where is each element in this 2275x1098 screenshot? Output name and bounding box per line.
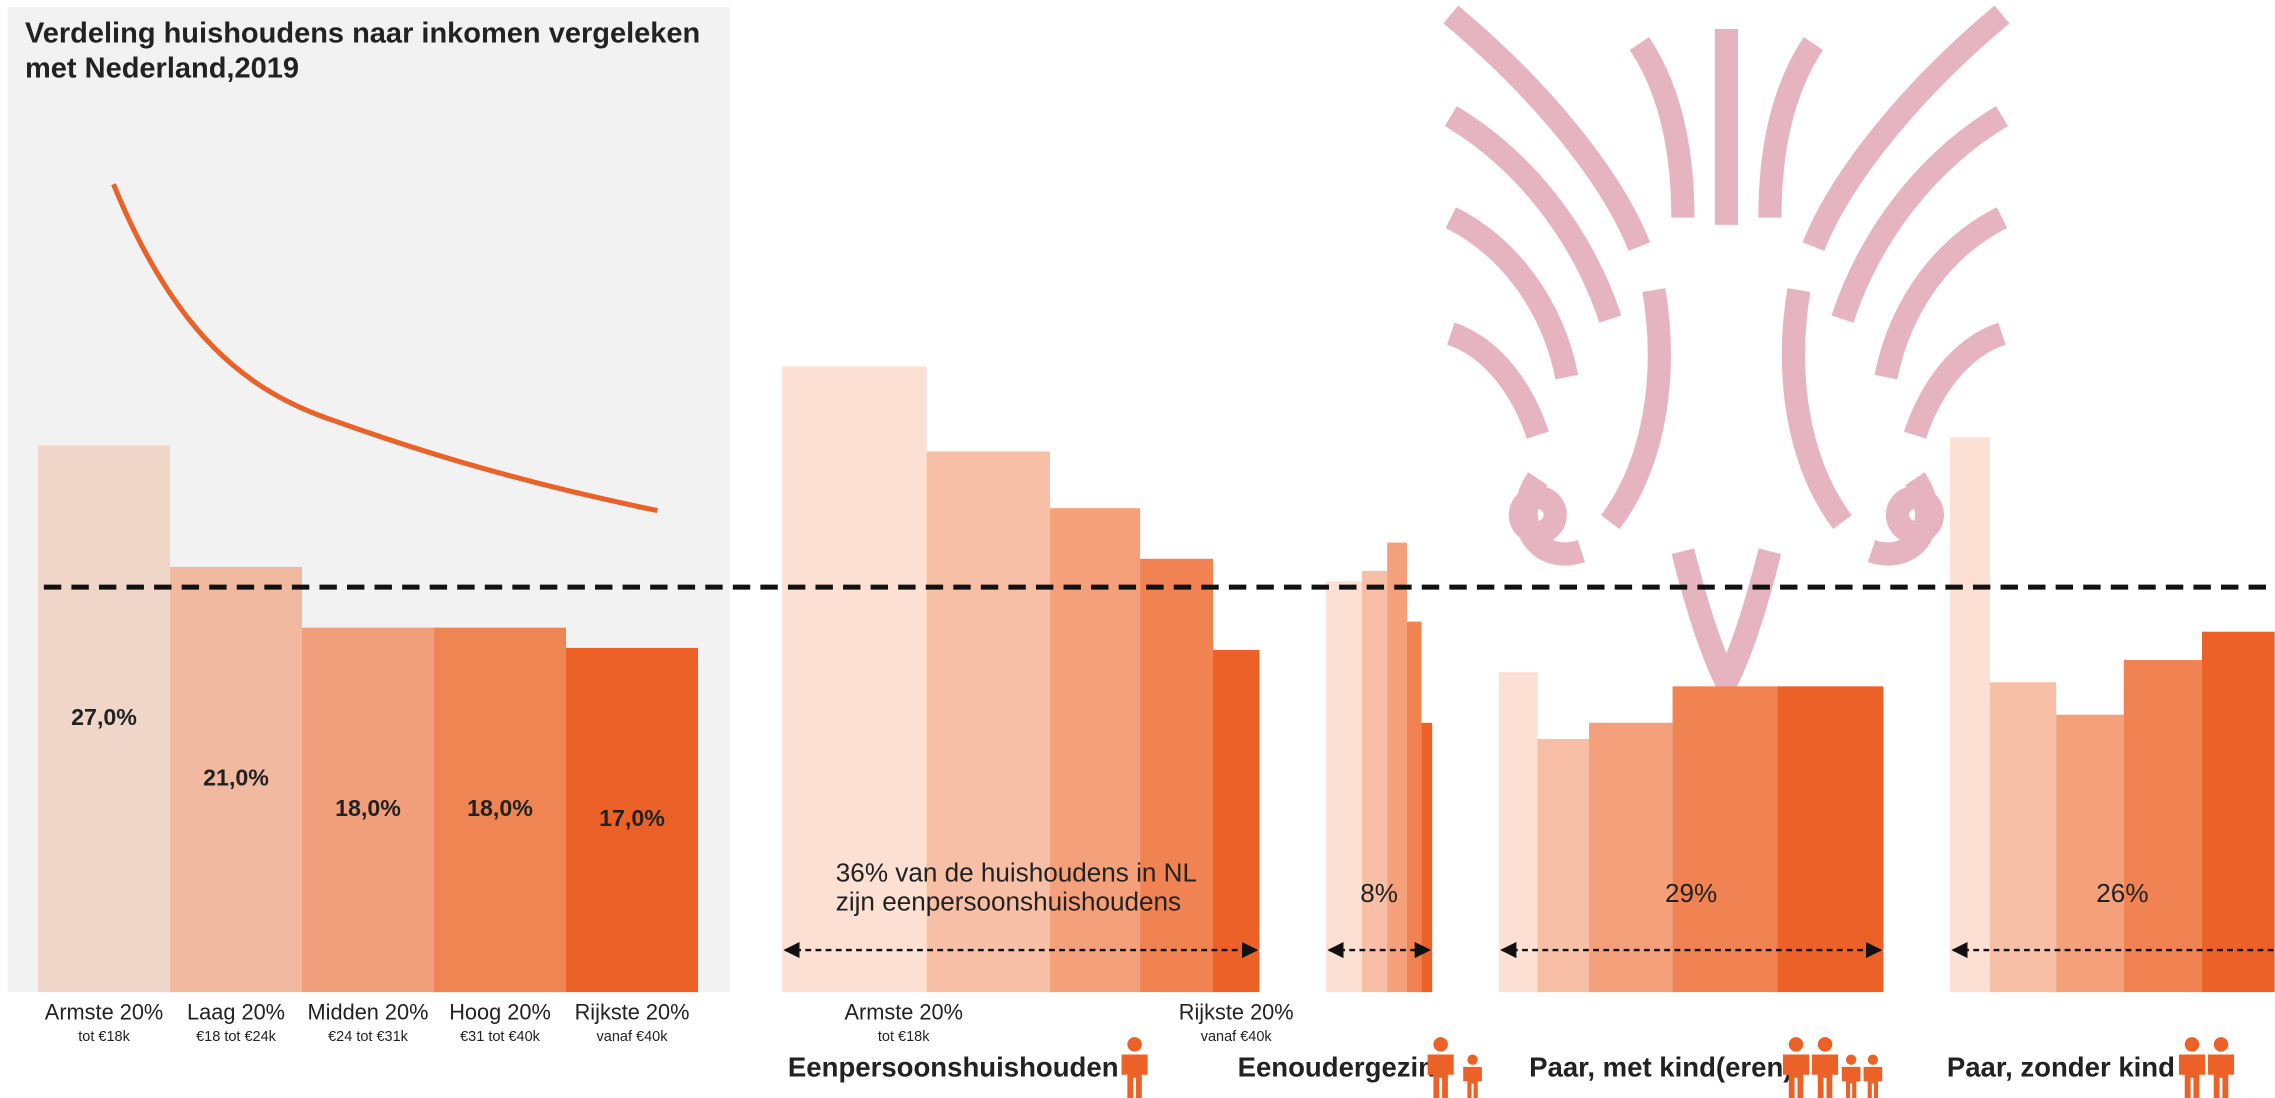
icon-head <box>1127 1037 1142 1052</box>
segment <box>1989 682 2057 993</box>
segment <box>2201 631 2275 993</box>
segment <box>1387 542 1407 993</box>
trend-curve <box>111 183 658 514</box>
icon-body <box>1863 1066 1883 1098</box>
x-label: Armste 20% <box>844 1000 962 1025</box>
value-label: 27,0% <box>71 704 137 730</box>
x-tick-sublabel: €18 tot €24k <box>196 1029 277 1045</box>
watermark <box>1443 5 2010 708</box>
person-icon <box>1811 1037 1839 1098</box>
icon-body <box>1841 1066 1861 1098</box>
icon-head <box>1845 1054 1857 1065</box>
icon-body <box>2178 1054 2206 1098</box>
x-tick-label: Laag 20% <box>187 1000 285 1025</box>
icon-body <box>1121 1054 1148 1098</box>
segment <box>1498 672 1538 993</box>
segment <box>1140 558 1213 993</box>
x-tick-sublabel: €24 tot €31k <box>328 1029 409 1045</box>
chart-title: Verdeling huishoudens naar inkomen verge… <box>25 17 700 49</box>
share-label: 8% <box>1360 878 1398 908</box>
share-label: 26% <box>2096 878 2148 908</box>
segment <box>1777 686 1884 993</box>
group-name: Eenoudergezin <box>1238 1051 1435 1082</box>
icon-body <box>1463 1066 1482 1098</box>
segment <box>1589 722 1673 993</box>
icon-body <box>2207 1054 2235 1098</box>
bar <box>38 445 171 993</box>
share-label: 29% <box>1665 878 1717 908</box>
icon-body <box>1782 1054 1810 1098</box>
group-name: Eenpersoonshuishouden <box>788 1051 1119 1082</box>
segment <box>1361 570 1388 993</box>
person-icon <box>1863 1054 1883 1098</box>
bar <box>434 627 567 993</box>
icon-body <box>1811 1054 1839 1098</box>
icon-head <box>1788 1037 1804 1052</box>
segment <box>1421 722 1433 993</box>
segment <box>1950 437 1990 993</box>
icon-head <box>2213 1037 2229 1052</box>
segment <box>1672 686 1778 993</box>
x-sublabel: tot €18k <box>878 1029 930 1045</box>
share-label: 36% van de huishoudens in NL <box>836 858 1197 888</box>
person-icon <box>1463 1054 1482 1098</box>
segment <box>926 451 1050 993</box>
person-icon <box>1121 1037 1148 1098</box>
value-label: 18,0% <box>335 795 401 821</box>
x-tick-label: Rijkste 20% <box>575 1000 690 1025</box>
x-label: Rijkste 20% <box>1179 1000 1294 1025</box>
chart-title: met Nederland,2019 <box>25 52 299 84</box>
segment <box>1537 739 1590 993</box>
x-tick-label: Armste 20% <box>45 1000 163 1025</box>
person-icon <box>1841 1054 1861 1098</box>
icon-head <box>1467 1054 1478 1065</box>
person-icon <box>2178 1037 2206 1098</box>
person-icon <box>1427 1037 1454 1098</box>
share-label: zijn eenpersoonshuishoudens <box>836 887 1181 917</box>
value-label: 21,0% <box>203 765 269 791</box>
x-tick-label: Hoog 20% <box>449 1000 551 1025</box>
x-sublabel: vanaf €40k <box>1201 1029 1273 1045</box>
icon-head <box>1867 1054 1879 1065</box>
bar <box>566 647 699 993</box>
group-name: Paar, zonder kind <box>1947 1051 2175 1082</box>
icon-head <box>1433 1037 1448 1052</box>
person-icon <box>1782 1037 1810 1098</box>
group-name: Paar, met kind(eren) <box>1529 1051 1792 1082</box>
person-icon <box>2207 1037 2235 1098</box>
segment <box>1212 649 1260 993</box>
value-label: 17,0% <box>599 805 665 831</box>
x-tick-label: Midden 20% <box>308 1000 429 1025</box>
segment <box>1049 508 1141 993</box>
segment <box>1406 621 1422 993</box>
x-tick-sublabel: vanaf €40k <box>597 1029 669 1045</box>
segment <box>1326 581 1362 993</box>
icon-head <box>1817 1037 1833 1052</box>
bar <box>170 566 303 993</box>
segment <box>782 366 927 993</box>
x-tick-sublabel: €31 tot €40k <box>460 1029 541 1045</box>
bar <box>302 627 435 993</box>
x-tick-sublabel: tot €18k <box>78 1029 130 1045</box>
icon-head <box>2184 1037 2200 1052</box>
icon-body <box>1427 1054 1454 1098</box>
segment <box>2123 660 2202 993</box>
value-label: 18,0% <box>467 795 533 821</box>
